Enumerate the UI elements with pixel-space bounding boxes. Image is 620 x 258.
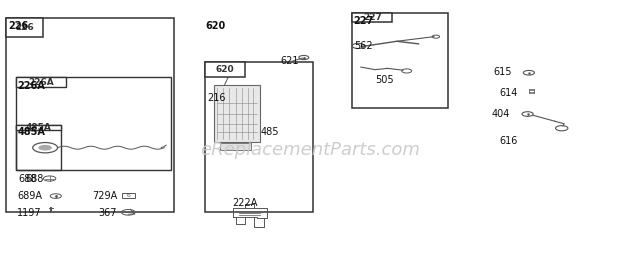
Text: 620: 620 — [215, 65, 234, 74]
Text: 689A: 689A — [17, 191, 42, 201]
Text: 1197: 1197 — [17, 208, 42, 218]
Text: 485A: 485A — [17, 127, 45, 136]
Text: 616: 616 — [499, 136, 518, 146]
Text: 620: 620 — [206, 21, 226, 31]
Text: eReplacementParts.com: eReplacementParts.com — [200, 141, 420, 159]
Circle shape — [38, 145, 52, 150]
Text: 227: 227 — [363, 13, 382, 22]
Bar — [16, 125, 61, 170]
Text: 621: 621 — [281, 57, 299, 66]
Bar — [6, 18, 174, 212]
Bar — [6, 18, 43, 37]
Bar — [352, 13, 448, 108]
Text: 688: 688 — [19, 174, 37, 184]
Text: 562: 562 — [355, 42, 373, 51]
Bar — [205, 62, 313, 212]
Bar — [16, 77, 171, 170]
Text: 614: 614 — [499, 88, 518, 98]
Text: 226A: 226A — [17, 82, 45, 91]
Bar — [122, 193, 135, 198]
Text: 227: 227 — [353, 16, 374, 26]
Text: 505: 505 — [375, 75, 394, 85]
Bar — [16, 77, 66, 87]
Bar — [352, 13, 392, 22]
Text: 226: 226 — [16, 23, 34, 32]
Text: 615: 615 — [493, 67, 512, 77]
Bar — [220, 143, 251, 150]
Text: 367: 367 — [98, 208, 117, 218]
Text: 485: 485 — [260, 127, 279, 136]
Text: 226: 226 — [8, 21, 29, 31]
Text: 216: 216 — [207, 93, 226, 103]
Text: 6: 6 — [126, 193, 130, 198]
Bar — [16, 125, 61, 130]
Text: 404: 404 — [492, 109, 510, 118]
Text: 226A: 226A — [28, 78, 54, 86]
Text: 729A: 729A — [92, 191, 117, 201]
Text: 222A: 222A — [232, 198, 258, 207]
Text: 688: 688 — [25, 174, 43, 183]
Bar — [205, 62, 245, 77]
Text: 485A: 485A — [25, 123, 51, 132]
Bar — [214, 85, 260, 142]
